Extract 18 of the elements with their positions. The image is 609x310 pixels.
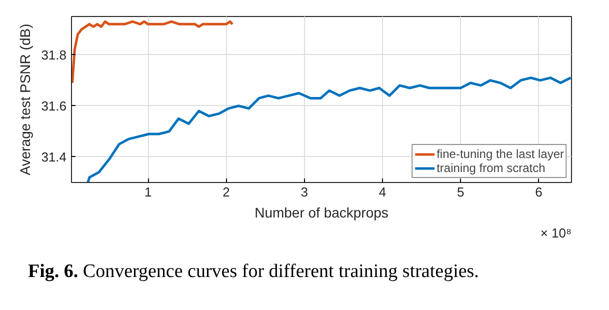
- caption: Fig. 6.: [28, 261, 78, 282]
- x-tick-label: 3: [300, 184, 308, 200]
- text: × 10⁸: [540, 226, 572, 240]
- x-axis-title: Number of backprops: [254, 204, 388, 220]
- text: Convergence curves for different training strategies.: [82, 261, 479, 282]
- y-axis-title: Average test PSNR (dB): [17, 24, 34, 176]
- line-series: [72, 20, 234, 84]
- x-tick-label: 5: [456, 184, 464, 200]
- line-series: [86, 76, 572, 182]
- legend-label: training from scratch: [436, 161, 546, 175]
- x-tick-label: 4: [378, 184, 386, 200]
- x-tick-label: 1: [144, 184, 152, 200]
- x-tick-label: 6: [535, 184, 542, 200]
- y-tick-label: 31.4: [41, 149, 67, 164]
- y-tick-label: 31.8: [41, 47, 67, 62]
- x-tick-label: 2: [222, 184, 230, 200]
- legend-label: fine-tuning the last layer: [436, 147, 564, 161]
- y-tick-label: 31.6: [41, 98, 67, 114]
